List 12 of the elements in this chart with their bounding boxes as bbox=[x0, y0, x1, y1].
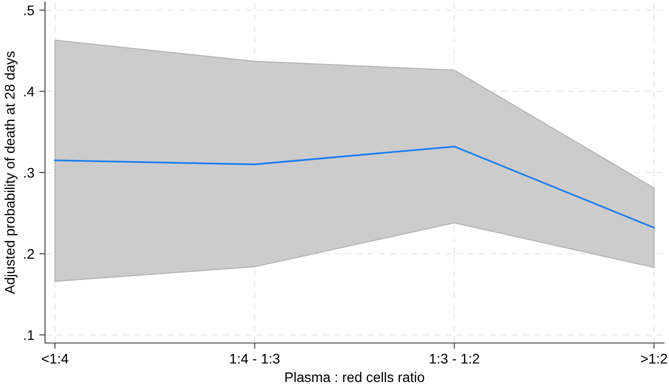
x-axis-title: Plasma : red cells ratio bbox=[285, 372, 424, 382]
y-tick-label: .2 bbox=[24, 249, 34, 259]
x-tick-label: >1:2 bbox=[640, 354, 668, 364]
y-tick-label: .5 bbox=[24, 6, 34, 16]
x-tick-label: <1:4 bbox=[42, 354, 68, 364]
x-tick-label: 1:3 - 1:2 bbox=[430, 354, 480, 364]
line-series bbox=[54, 146, 655, 229]
x-tick-label: 1:4 - 1:3 bbox=[230, 354, 280, 364]
y-axis-title: Adjusted probability of death at 28 days bbox=[4, 51, 18, 294]
y-tick-label: .1 bbox=[24, 330, 34, 340]
y-tick-label: .4 bbox=[24, 86, 34, 96]
y-tick-label: .3 bbox=[24, 168, 34, 178]
